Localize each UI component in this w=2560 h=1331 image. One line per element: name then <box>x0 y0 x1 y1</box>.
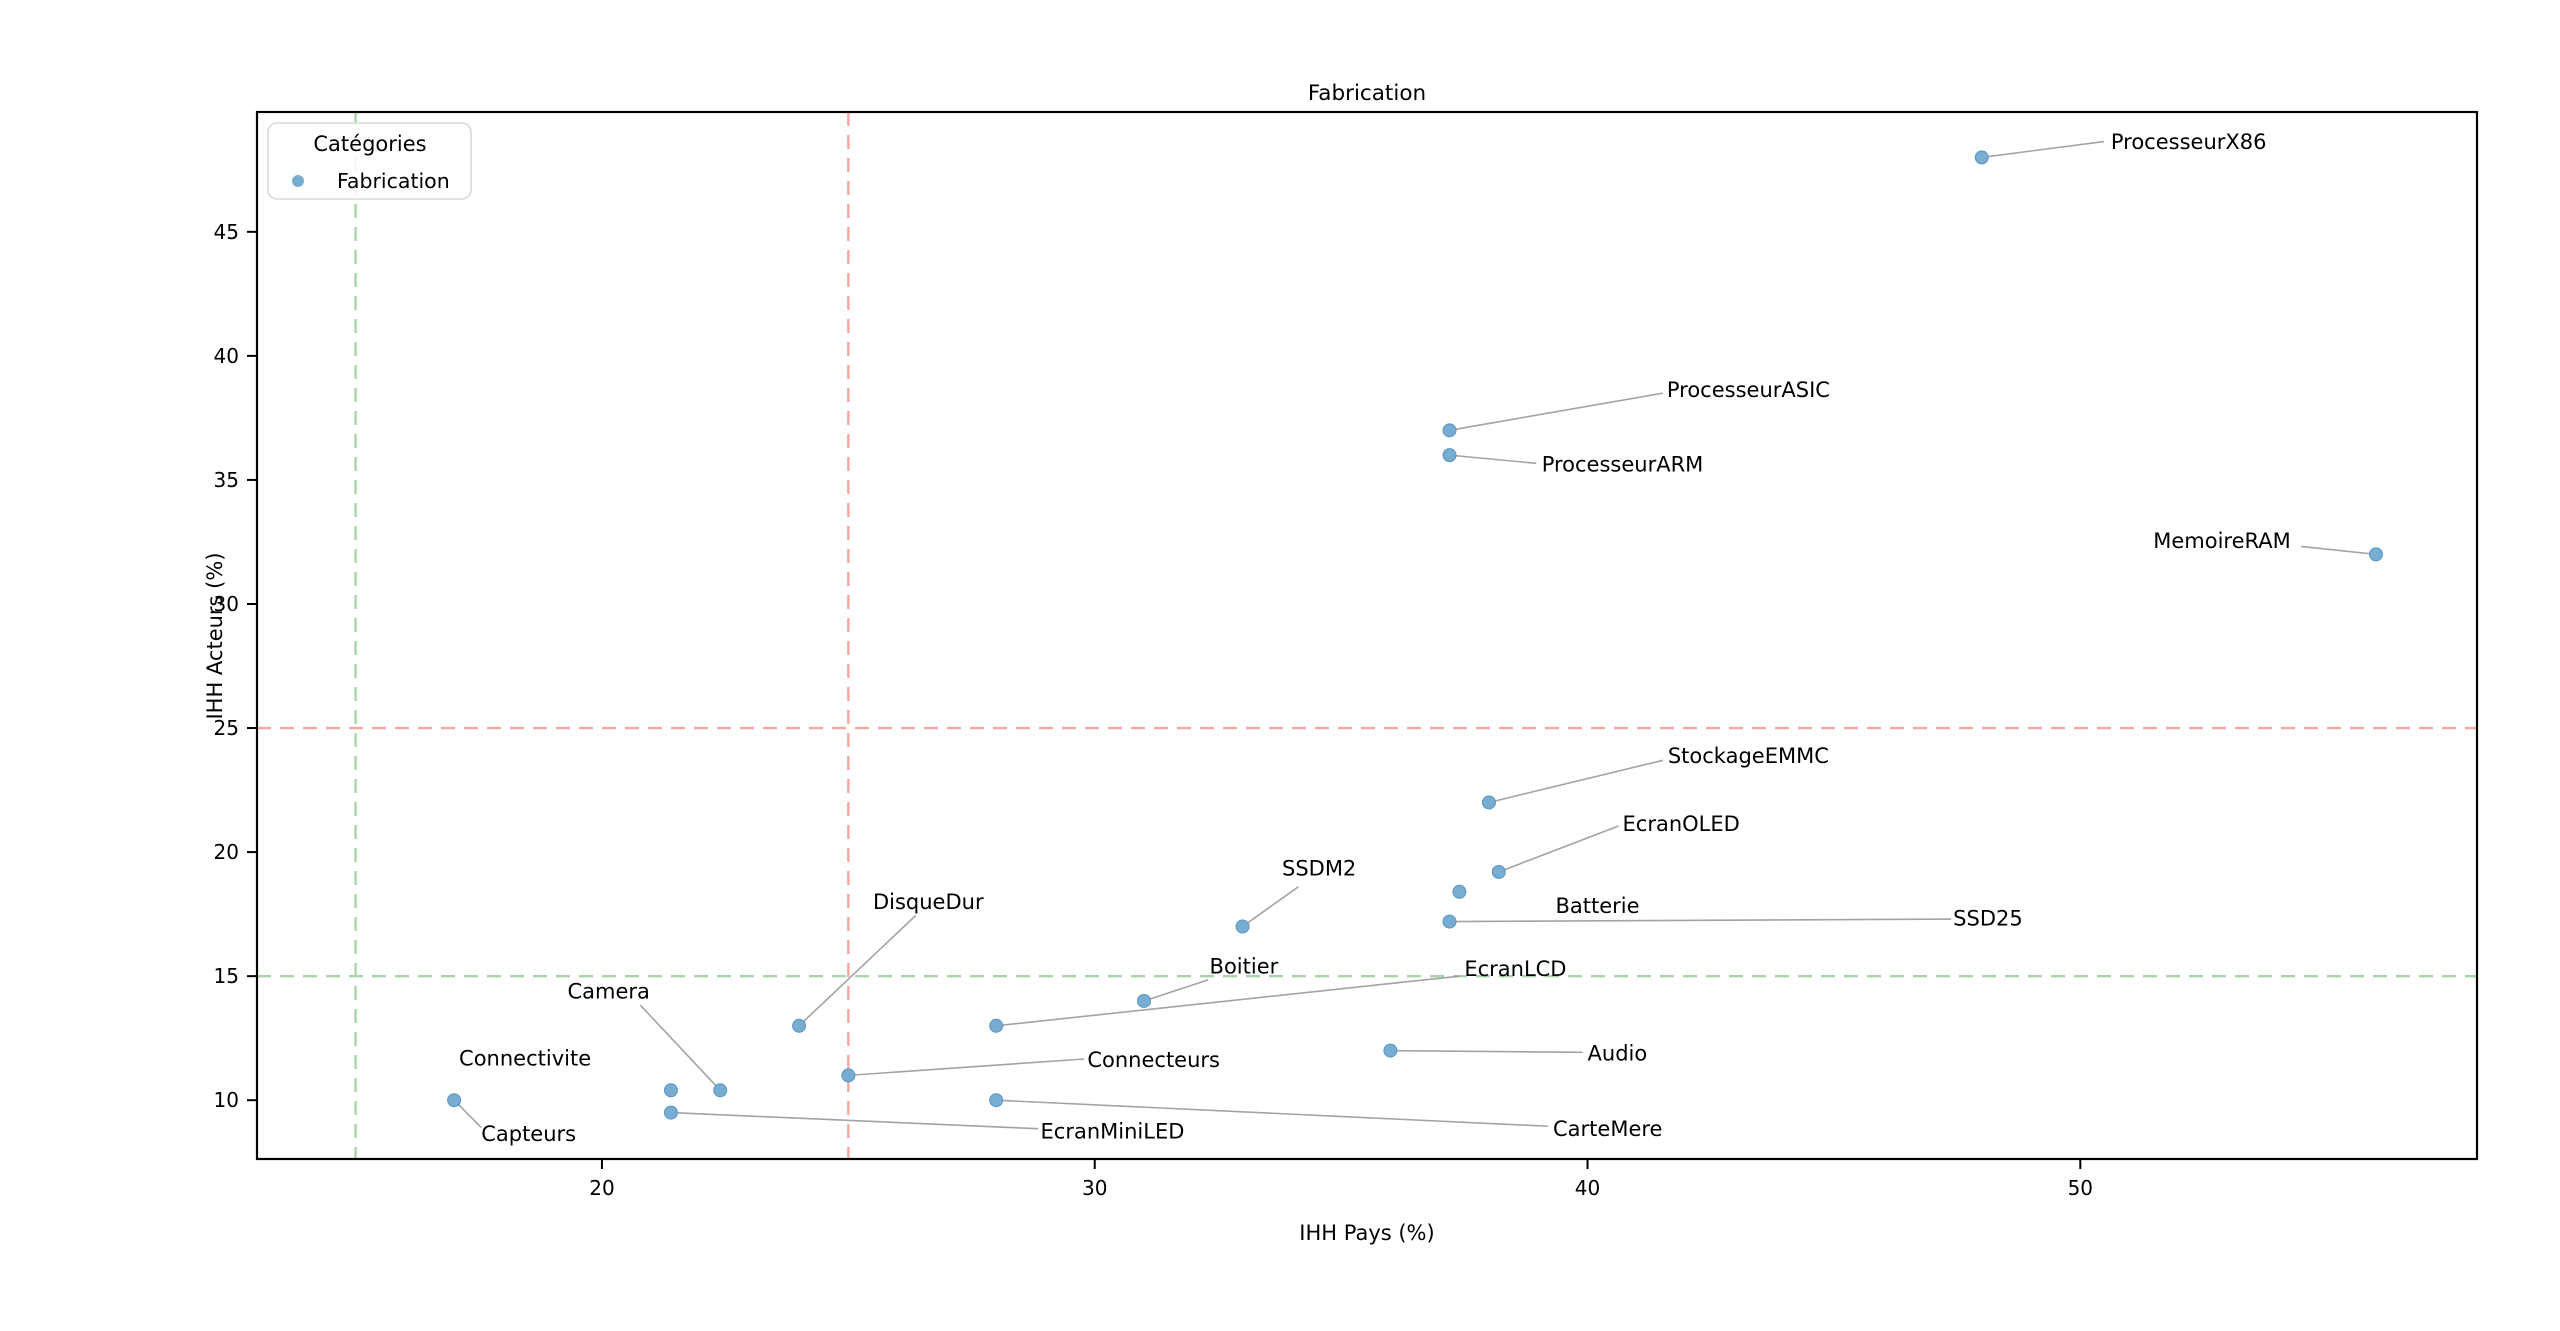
point-label-DisqueDur: DisqueDur <box>873 890 984 914</box>
leader-line-SSD25 <box>1449 918 1952 923</box>
y-tick-label: 20 <box>214 840 239 864</box>
data-point-Camera <box>713 1083 728 1098</box>
data-point-MemoireRAM <box>2368 547 2383 562</box>
point-label-SSDM2: SSDM2 <box>1282 857 1356 881</box>
leader-line-SSDM2 <box>1242 886 1299 928</box>
data-point-SSD25 <box>1442 914 1457 929</box>
data-point-Connectivite <box>663 1083 678 1098</box>
point-label-Boitier: Boitier <box>1210 955 1279 979</box>
data-point-SSDM2 <box>1235 919 1250 934</box>
x-axis-label: IHH Pays (%) <box>1299 1221 1434 1245</box>
point-label-MemoireRAM: MemoireRAM <box>2153 529 2291 553</box>
point-label-EcranLCD: EcranLCD <box>1464 957 1566 981</box>
y-tick-label: 25 <box>214 716 239 740</box>
data-point-EcranMiniLED <box>663 1105 678 1120</box>
point-label-Connecteurs: Connecteurs <box>1087 1048 1220 1072</box>
legend-title: Catégories <box>313 132 426 156</box>
point-labels-layer: Capteurs Connectivite Camera EcranMiniLED Di… <box>459 130 2291 1146</box>
data-point-CarteMere <box>989 1093 1004 1108</box>
point-label-SSD25: SSD25 <box>1953 906 2023 930</box>
y-tick-label: 45 <box>214 220 239 244</box>
leader-line-ProcesseurASIC <box>1449 392 1664 432</box>
data-point-Capteurs <box>447 1093 462 1108</box>
point-label-ProcesseurASIC: ProcesseurASIC <box>1667 378 1830 402</box>
point-label-Connectivite: Connectivite <box>459 1047 591 1071</box>
leader-lines-layer <box>453 140 2377 1130</box>
legend: Catégories Fabrication <box>267 122 472 200</box>
data-point-Connecteurs <box>841 1068 856 1083</box>
legend-marker-icon <box>292 175 304 187</box>
leader-line-CarteMere <box>996 1099 1549 1128</box>
point-label-CarteMere: CarteMere <box>1553 1117 1662 1141</box>
data-point-StockageEMMC <box>1481 795 1496 810</box>
y-axis-label: IHH Acteurs (%) <box>203 552 227 719</box>
x-tick-label: 30 <box>1082 1176 1107 1200</box>
leader-line-EcranMiniLED <box>670 1111 1039 1130</box>
legend-item-label: Fabrication <box>337 169 450 193</box>
plot-border <box>255 110 2479 1161</box>
data-point-Boitier <box>1137 993 1152 1008</box>
data-point-ProcesseurX86 <box>1974 150 1989 165</box>
y-tick-label: 30 <box>214 592 239 616</box>
data-points-layer <box>447 150 2383 1120</box>
point-label-Capteurs: Capteurs <box>481 1122 576 1146</box>
point-label-EcranMiniLED: EcranMiniLED <box>1041 1120 1185 1144</box>
leader-line-StockageEMMC <box>1488 759 1664 804</box>
point-label-ProcesseurARM: ProcesseurARM <box>1542 452 1704 476</box>
point-label-EcranOLED: EcranOLED <box>1623 812 1740 836</box>
data-point-Batterie <box>1452 884 1467 899</box>
leader-line-Boitier <box>1143 979 1209 1002</box>
x-tick-label: 40 <box>1575 1176 1600 1200</box>
data-point-ProcesseurARM <box>1442 448 1457 463</box>
axes-layer: 20 30 40 50 10 15 20 25 30 35 40 45 <box>214 220 2093 1200</box>
x-tick-label: 20 <box>589 1176 614 1200</box>
chart-title: Fabrication <box>1308 81 1426 106</box>
y-tick-label: 40 <box>214 344 239 368</box>
leader-line-Connecteurs <box>848 1058 1084 1077</box>
y-tick-label: 35 <box>214 468 239 492</box>
point-label-Camera: Camera <box>567 980 649 1004</box>
x-tick-label: 50 <box>2068 1176 2093 1200</box>
data-point-ProcesseurASIC <box>1442 423 1457 438</box>
leader-line-ProcesseurX86 <box>1981 140 2105 159</box>
reference-lines-layer <box>257 112 2477 1159</box>
leader-line-Audio <box>1390 1049 1583 1054</box>
leader-line-EcranLCD <box>996 975 1460 1027</box>
point-label-StockageEMMC: StockageEMMC <box>1668 744 1829 768</box>
data-point-EcranLCD <box>989 1018 1004 1033</box>
point-label-Audio: Audio <box>1588 1042 1648 1066</box>
point-label-Batterie: Batterie <box>1555 894 1639 918</box>
point-label-ProcesseurX86: ProcesseurX86 <box>2111 130 2267 154</box>
data-point-EcranOLED <box>1491 864 1506 879</box>
leader-line-DisqueDur <box>798 914 917 1027</box>
leader-line-Camera <box>639 1004 721 1091</box>
y-tick-label: 15 <box>214 964 239 988</box>
data-point-DisqueDur <box>792 1018 807 1033</box>
leader-line-EcranOLED <box>1498 825 1619 873</box>
legend-box <box>267 122 472 200</box>
leader-line-MemoireRAM <box>2300 545 2377 556</box>
leader-line-ProcesseurARM <box>1449 454 1537 465</box>
data-point-Audio <box>1383 1043 1398 1058</box>
y-tick-label: 10 <box>214 1088 239 1112</box>
